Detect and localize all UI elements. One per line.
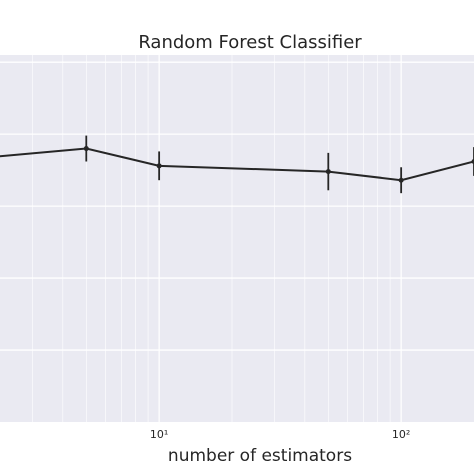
chart-title: Random Forest Classifier [138,32,362,53]
x-tick-label: 10¹ [150,428,168,441]
marks [0,135,474,194]
data-point [325,169,331,175]
data-point [471,159,474,165]
labels: 10¹ 10² [150,428,410,441]
data-point [83,146,89,152]
data-point [156,163,162,169]
data-point [398,177,404,183]
data-line [0,147,474,182]
x-axis-label: number of estimators [168,446,352,466]
x-tick-label: 10² [392,428,410,441]
plot-area [0,55,474,422]
grid [0,55,474,422]
